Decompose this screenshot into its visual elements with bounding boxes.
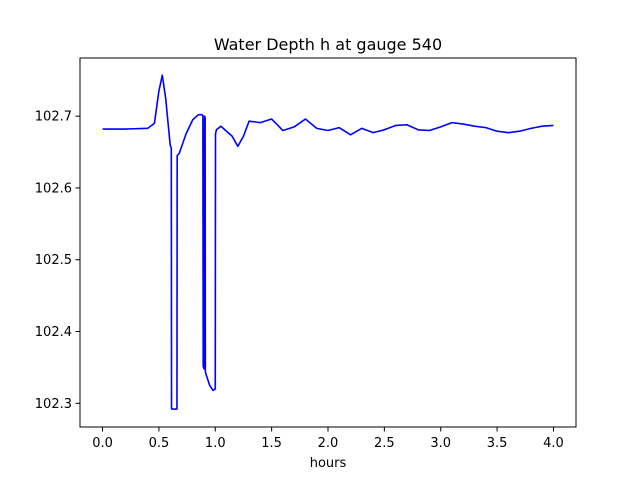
chart-title: Water Depth h at gauge 540 — [214, 35, 442, 54]
y-tick-label: 102.3 — [35, 397, 72, 412]
x-tick-label: 0.5 — [149, 436, 170, 451]
y-axis-ticks: 102.3 102.4 102.5 102.6 102.7 — [35, 110, 80, 412]
x-tick-label: 1.5 — [261, 436, 282, 451]
x-tick-label: 0.0 — [92, 436, 113, 451]
x-tick-label: 3.5 — [487, 436, 508, 451]
x-tick-label: 2.5 — [374, 436, 395, 451]
y-tick-label: 102.7 — [35, 110, 72, 125]
plot-area — [80, 58, 576, 427]
water-depth-line — [102, 74, 554, 410]
y-tick-label: 102.4 — [35, 325, 72, 340]
x-tick-label: 1.0 — [205, 436, 226, 451]
y-tick-label: 102.5 — [35, 253, 72, 268]
y-tick-label: 102.6 — [35, 181, 72, 196]
x-tick-label: 3.0 — [430, 436, 451, 451]
x-axis-label: hours — [310, 456, 347, 471]
series-layer — [102, 74, 554, 410]
plot-frame — [79, 57, 577, 428]
x-tick-label: 2.0 — [318, 436, 339, 451]
x-axis-ticks: 0.0 0.5 1.0 1.5 2.0 2.5 3.0 3.5 4.0 — [92, 427, 564, 451]
x-tick-label: 4.0 — [543, 436, 564, 451]
